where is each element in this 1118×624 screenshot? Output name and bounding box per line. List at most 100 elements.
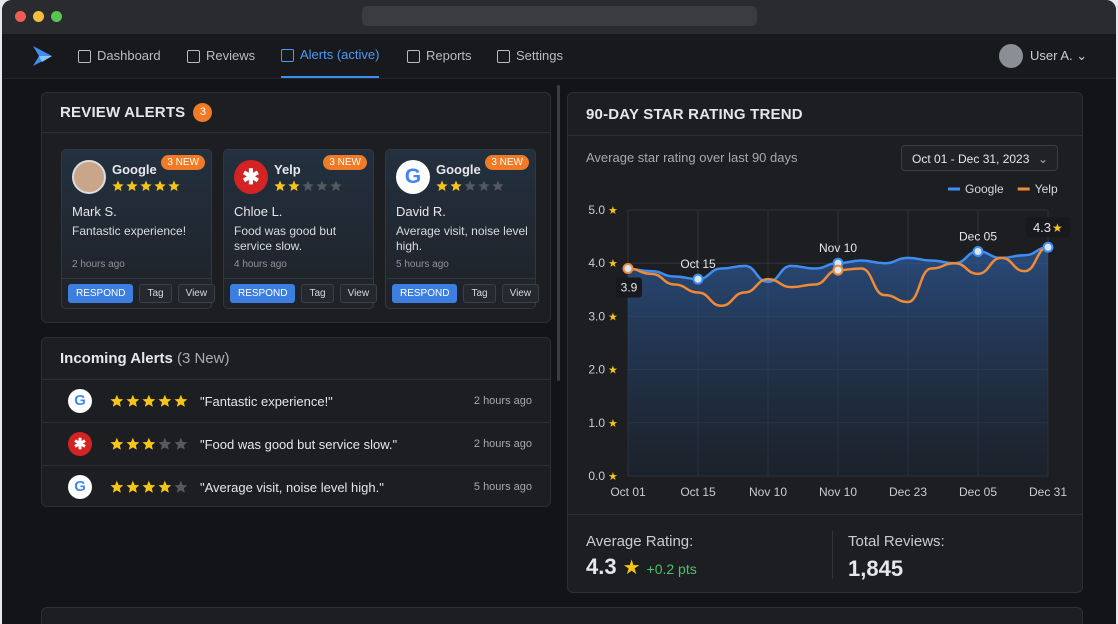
user-name[interactable]: User A. ⌄	[1030, 48, 1088, 63]
source-logo: ✱	[234, 160, 268, 194]
alert-count-badge: 3	[193, 103, 213, 122]
point-marker	[1042, 241, 1054, 253]
new-badge: 3 NEW	[323, 155, 367, 170]
legend-label: Yelp	[1035, 182, 1058, 196]
alert-row[interactable]: ✱ "Food was good but service slow." 2 hour…	[42, 422, 550, 465]
star-icon: ★	[622, 557, 641, 579]
nav-icon	[407, 49, 420, 63]
annotation-star: ★	[1052, 221, 1063, 235]
x-tick-label: Dec 31	[1029, 485, 1067, 499]
star	[330, 180, 342, 191]
review-text: Average visit, noise level high.	[396, 224, 528, 253]
card-actions: RESPOND Tag View	[224, 278, 378, 308]
divider	[832, 531, 833, 579]
alert-row[interactable]: G "Average visit, noise level high." 5 hou…	[42, 465, 550, 508]
y-tick-star: ★	[608, 418, 618, 430]
point-marker	[972, 245, 984, 257]
nav-item[interactable]: Dashboard	[78, 34, 161, 78]
nav-bar: User A. ⌄ Dashboard Reviews Alerts (active…	[2, 34, 1116, 79]
nav-label: Alerts (active)	[300, 47, 380, 62]
maximize-button[interactable]	[51, 11, 62, 22]
review-card[interactable]: Google 3 NEW Mark S. Fantastic experience! 2…	[61, 149, 216, 309]
star	[492, 180, 504, 191]
card-button[interactable]: Tag	[463, 284, 496, 303]
star	[110, 394, 124, 407]
nav-item[interactable]: Reviews	[187, 34, 255, 78]
y-tick-label: 2.0	[588, 363, 605, 377]
annotation: Nov 10	[819, 241, 857, 255]
star	[154, 180, 166, 191]
star	[142, 480, 156, 493]
source-logo: ✱	[68, 432, 92, 456]
review-text: Fantastic experience!	[72, 224, 187, 238]
card-button[interactable]: RESPOND	[230, 284, 296, 303]
review-card[interactable]: G Google 3 NEW David R. Average visit, noise…	[385, 149, 540, 309]
star-rating	[112, 180, 180, 191]
review-time: 4 hours ago	[234, 259, 287, 270]
y-tick-label: 4.0	[588, 256, 605, 270]
x-tick-label: Oct 15	[680, 485, 716, 499]
alert-time: 2 hours ago	[473, 395, 532, 407]
alert-time: 5 hours ago	[473, 481, 532, 493]
nav-label: Settings	[516, 48, 563, 63]
card-button[interactable]: Tag	[139, 284, 172, 303]
minimize-button[interactable]	[33, 11, 44, 22]
bottom-panel	[41, 607, 1083, 624]
source-logo: G	[68, 475, 92, 499]
point-marker	[692, 273, 704, 285]
reviewer-name: Chloe L.	[234, 204, 283, 219]
card-button[interactable]: RESPOND	[392, 284, 458, 303]
x-tick-label: Dec 23	[889, 485, 927, 499]
card-button[interactable]: View	[177, 284, 216, 303]
review-card[interactable]: ✱ Yelp 3 NEW Chloe L. Food was good but serv…	[223, 149, 378, 309]
review-time: 5 hours ago	[396, 259, 449, 270]
panel-title: Incoming Alerts	[60, 350, 173, 367]
logo[interactable]	[30, 44, 56, 68]
scrollbar[interactable]	[557, 85, 560, 381]
x-tick-label: Nov 10	[749, 485, 787, 499]
x-tick-label: Oct 01	[610, 485, 646, 499]
y-tick-star: ★	[608, 365, 618, 377]
star	[142, 437, 156, 450]
nav-item[interactable]: Settings	[497, 34, 563, 78]
source-logo: G	[68, 389, 92, 413]
star	[142, 394, 156, 407]
avg-label: Average Rating:	[586, 533, 694, 550]
review-alerts-panel: REVIEW ALERTS 3 Google 3 NEW Mark S. Fantas…	[41, 92, 551, 323]
y-tick-star: ★	[608, 205, 618, 217]
star	[478, 180, 490, 191]
user-avatar[interactable]	[999, 44, 1023, 68]
card-button[interactable]: View	[339, 284, 378, 303]
nav-icon	[281, 48, 294, 62]
star-rating	[274, 180, 342, 191]
date-range-picker[interactable]: Oct 01 - Dec 31, 2023 ⌄	[901, 145, 1058, 171]
star	[126, 480, 140, 493]
star	[126, 180, 138, 191]
total-label: Total Reviews:	[848, 533, 945, 550]
star	[316, 180, 328, 191]
card-button[interactable]: View	[501, 284, 540, 303]
title-bar	[2, 0, 1116, 34]
alert-row[interactable]: G "Fantastic experience!" 2 hours ago	[42, 379, 550, 422]
alert-quote: "Fantastic experience!"	[200, 393, 333, 409]
nav-item[interactable]: Alerts (active)	[281, 34, 380, 78]
reviewer-name: David R.	[396, 204, 446, 219]
total-value: 1,845	[848, 556, 904, 581]
x-tick-label: Dec 05	[959, 485, 997, 499]
url-bar[interactable]	[362, 6, 757, 26]
card-button[interactable]: RESPOND	[68, 284, 134, 303]
nav-label: Reviews	[206, 48, 256, 63]
source-logo: G	[396, 160, 430, 194]
star	[158, 480, 172, 493]
star	[436, 180, 448, 191]
nav-item[interactable]: Reports	[407, 34, 472, 78]
close-button[interactable]	[15, 11, 26, 22]
star	[112, 180, 124, 191]
card-button[interactable]: Tag	[301, 284, 334, 303]
source-name: Yelp	[274, 162, 301, 177]
source-name: Google	[112, 162, 157, 177]
panel-header: REVIEW ALERTS 3	[42, 93, 550, 133]
star	[168, 180, 180, 191]
card-actions: RESPOND Tag View	[62, 278, 216, 308]
new-count: (3 New)	[176, 350, 230, 367]
